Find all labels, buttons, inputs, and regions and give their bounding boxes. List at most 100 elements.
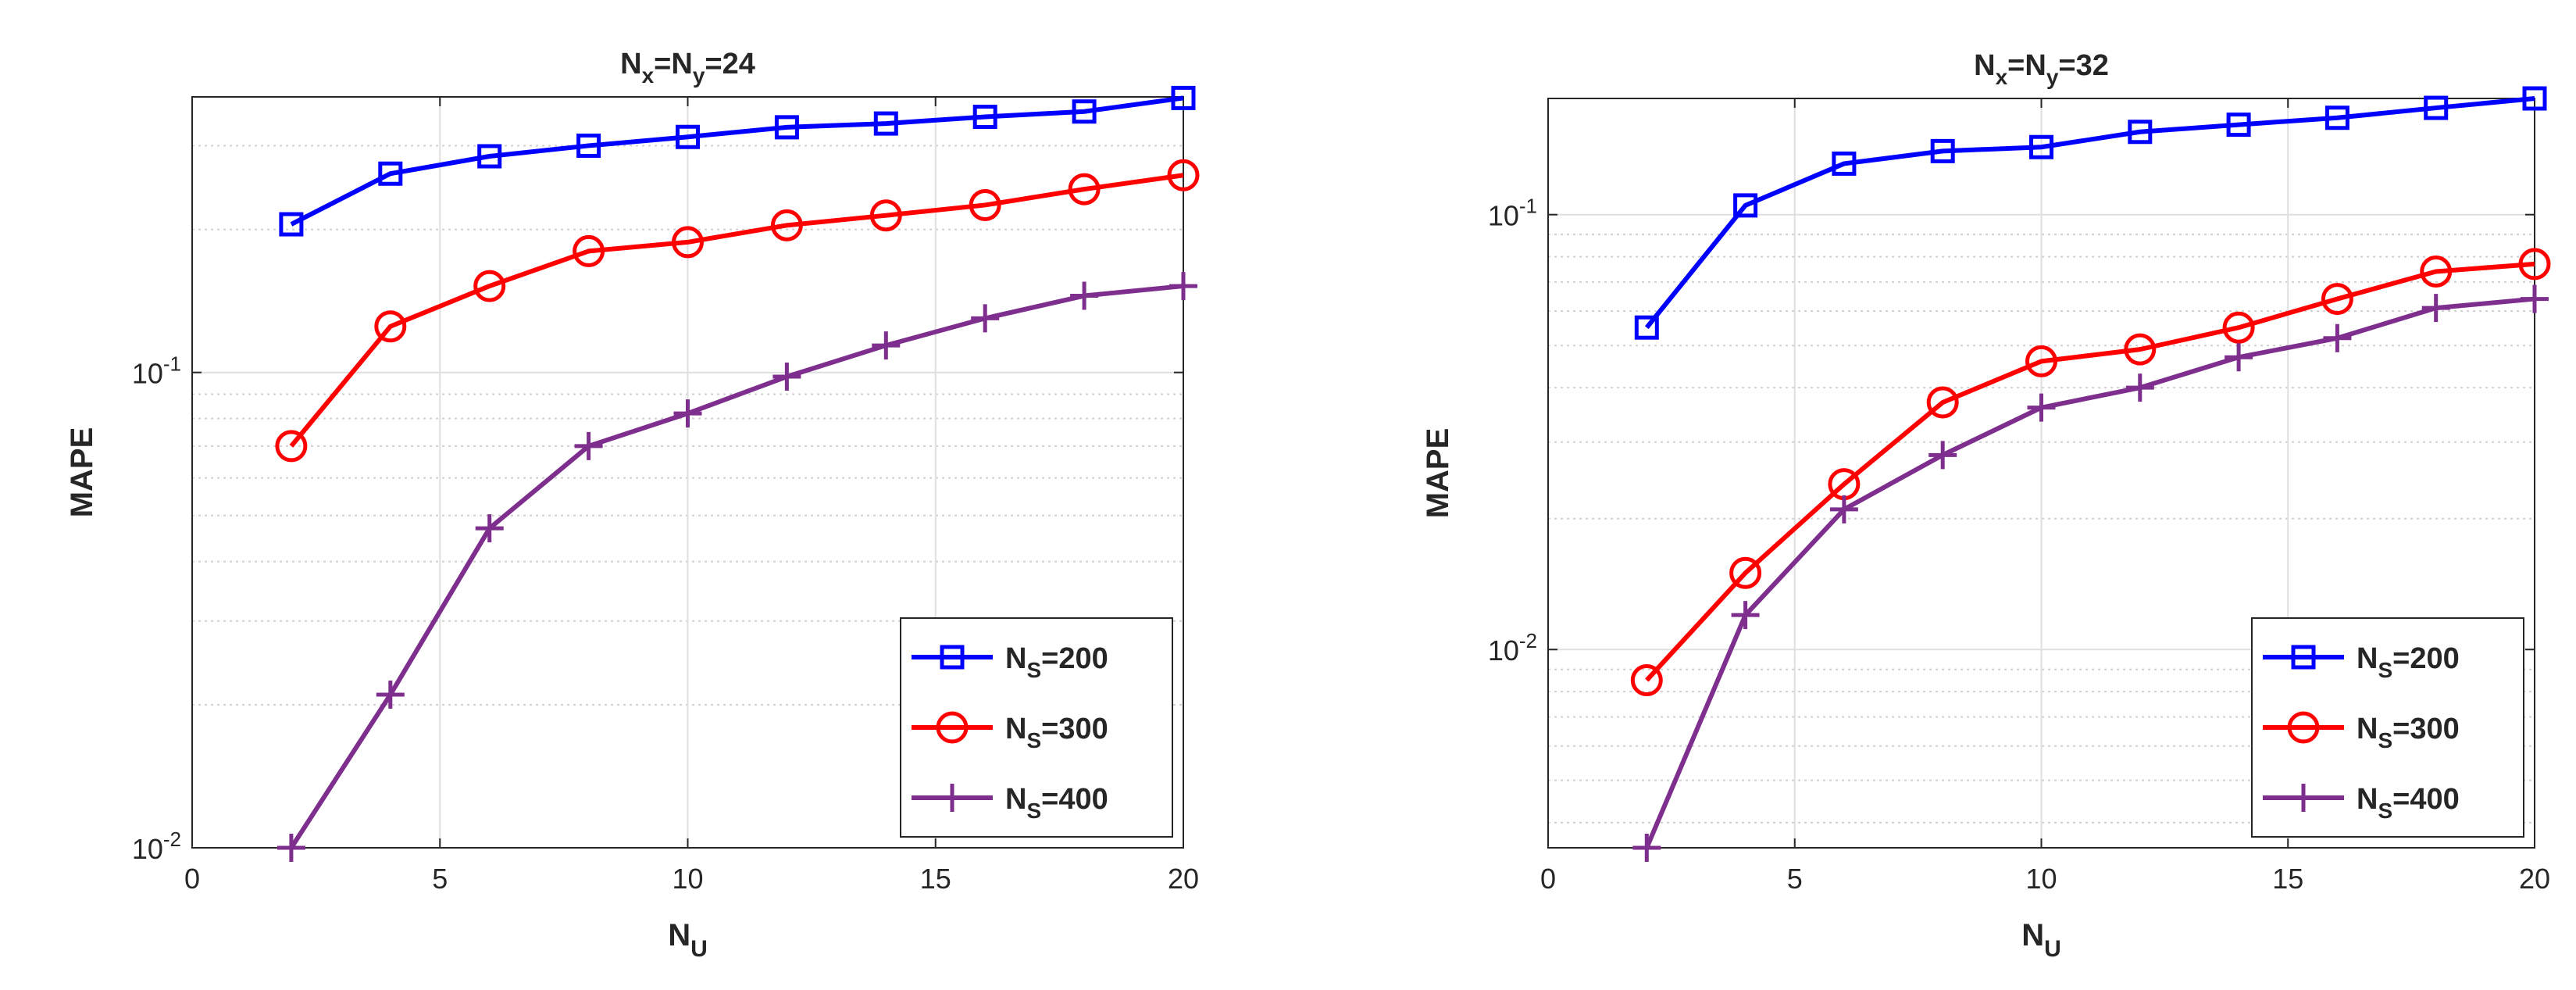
data-point bbox=[1926, 386, 1959, 419]
data-point bbox=[2124, 333, 2157, 366]
data-point bbox=[1634, 315, 1659, 340]
data-point bbox=[2029, 134, 2053, 159]
y-axis-label: MAPE bbox=[1421, 428, 1455, 519]
x-tick-label: 0 bbox=[1540, 863, 1556, 895]
legend-label: NS=200 bbox=[2357, 642, 2460, 682]
series-line bbox=[289, 284, 1184, 849]
legend-label: NS=400 bbox=[1005, 783, 1108, 823]
data-point bbox=[279, 212, 304, 237]
data-point bbox=[574, 431, 603, 460]
data-point bbox=[2027, 393, 2056, 422]
legend-item: NS=200 bbox=[2263, 642, 2460, 682]
data-point bbox=[1068, 173, 1101, 206]
legend-swatch-marker bbox=[938, 784, 966, 812]
x-tick-label: 10 bbox=[672, 863, 703, 895]
chart-title: Nx=Ny=32 bbox=[1974, 49, 2109, 89]
series-line bbox=[290, 95, 1184, 227]
data-point bbox=[673, 399, 702, 428]
x-tick-label: 5 bbox=[432, 863, 448, 895]
data-point bbox=[1731, 601, 1760, 630]
data-point bbox=[1630, 664, 1663, 697]
legend-item: NS=400 bbox=[2263, 783, 2460, 823]
chart-title: Nx=Ny=24 bbox=[620, 48, 755, 88]
data-point bbox=[774, 115, 799, 140]
data-point bbox=[374, 310, 407, 343]
data-point bbox=[969, 188, 1001, 221]
data-point bbox=[872, 331, 901, 360]
x-tick-label: 20 bbox=[1168, 863, 1199, 895]
data-point bbox=[2222, 311, 2255, 344]
data-point bbox=[672, 226, 704, 259]
legend-swatch-marker bbox=[940, 645, 965, 670]
data-point bbox=[473, 270, 506, 302]
data-point bbox=[1733, 193, 1758, 218]
data-point bbox=[2321, 283, 2353, 316]
data-point bbox=[1928, 441, 1957, 470]
x-tick-label: 5 bbox=[1787, 863, 1803, 895]
data-point bbox=[772, 363, 801, 391]
legend-box bbox=[2251, 617, 2524, 838]
data-point bbox=[1829, 495, 1858, 524]
x-axis-label: NU bbox=[2021, 918, 2061, 962]
legend-swatch-marker bbox=[2289, 784, 2317, 812]
data-point bbox=[2424, 95, 2449, 120]
data-point bbox=[971, 304, 1000, 333]
data-point bbox=[376, 680, 405, 709]
legend-label: NS=400 bbox=[2357, 783, 2460, 823]
legend-label: NS=200 bbox=[1005, 642, 1108, 682]
data-point bbox=[1070, 281, 1099, 310]
series-line bbox=[1645, 261, 2535, 682]
y-axis-label: MAPE bbox=[65, 427, 99, 518]
data-point bbox=[1171, 85, 1196, 110]
data-point bbox=[2522, 86, 2547, 111]
y-tick-label: 10-1 bbox=[132, 352, 181, 390]
legend-item: NS=300 bbox=[912, 711, 1108, 752]
data-point bbox=[573, 234, 605, 267]
data-point bbox=[2521, 284, 2549, 313]
x-tick-label: 10 bbox=[2025, 863, 2057, 895]
ticks bbox=[191, 97, 1184, 849]
series-square bbox=[279, 85, 1196, 237]
y-tick-label: 10-1 bbox=[1488, 195, 1537, 232]
x-tick-label: 15 bbox=[920, 863, 951, 895]
legend-label: NS=300 bbox=[1005, 713, 1108, 752]
data-point bbox=[277, 834, 305, 862]
data-point bbox=[873, 111, 898, 136]
legend-swatch-marker bbox=[2291, 645, 2316, 670]
y-tick-label: 10-2 bbox=[1488, 629, 1537, 667]
data-point bbox=[576, 133, 601, 158]
legend-box bbox=[900, 617, 1173, 838]
data-point bbox=[2421, 294, 2450, 323]
data-point bbox=[2323, 323, 2352, 352]
series-square bbox=[1634, 86, 2547, 340]
data-point bbox=[770, 209, 803, 241]
legend-label: NS=300 bbox=[2357, 713, 2460, 752]
series-circle bbox=[275, 159, 1200, 463]
series-line bbox=[1644, 296, 2535, 849]
data-point bbox=[2125, 373, 2154, 402]
series-plus bbox=[277, 272, 1197, 862]
data-point bbox=[1169, 272, 1197, 301]
x-axis-label: NU bbox=[668, 918, 708, 962]
data-point bbox=[1832, 151, 1857, 176]
x-tick-label: 15 bbox=[2272, 863, 2303, 895]
series-plus bbox=[1632, 284, 2549, 862]
y-tick-label: 10-2 bbox=[132, 827, 181, 865]
data-point bbox=[477, 144, 502, 169]
data-point bbox=[1729, 556, 1762, 589]
series-circle bbox=[1630, 248, 2551, 697]
data-point bbox=[869, 199, 902, 232]
series-line bbox=[289, 173, 1184, 448]
legend-item: NS=400 bbox=[912, 783, 1108, 823]
data-point bbox=[2225, 343, 2253, 372]
data-point bbox=[2324, 105, 2349, 130]
data-point bbox=[378, 161, 403, 186]
data-point bbox=[275, 430, 308, 463]
data-point bbox=[972, 105, 997, 130]
x-tick-label: 0 bbox=[184, 863, 200, 895]
data-point bbox=[1632, 834, 1661, 862]
legend: NS=200 NS=300 NS=400 bbox=[900, 617, 1173, 838]
data-point bbox=[2226, 113, 2251, 138]
